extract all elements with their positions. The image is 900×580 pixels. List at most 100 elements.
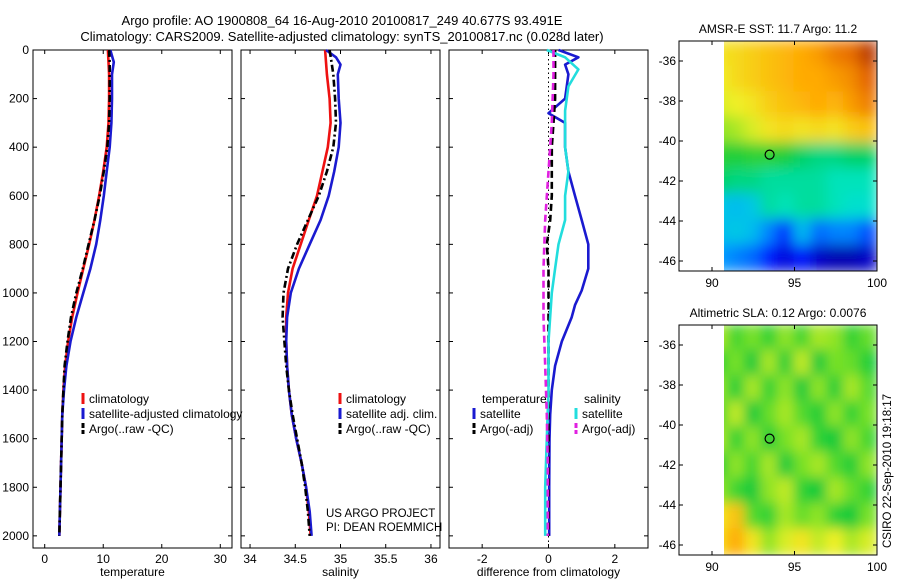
heatmap-cell	[810, 193, 829, 221]
x-axis-label: salinity	[322, 565, 359, 579]
heatmap-cell	[727, 193, 746, 221]
heatmap-cell	[724, 528, 730, 555]
heatmap-cell	[843, 375, 862, 403]
heatmap-cell	[810, 502, 829, 531]
heatmap-cell	[843, 325, 862, 352]
legend-temp-satellite: satellite	[480, 407, 521, 421]
heatmap-cell	[744, 244, 763, 271]
y-tick-label: -44	[659, 498, 677, 512]
x-tick-label: 100	[867, 276, 887, 290]
argo-location-marker	[764, 433, 775, 444]
heatmap-cell	[843, 528, 862, 555]
sst-map-panel: 90 95 100 -36 -38 -40 -42 -44 -46 AMSR-E SST: 11.…	[659, 22, 888, 290]
heatmap-cell	[777, 244, 796, 271]
heatmap-cell	[859, 375, 877, 403]
heatmap-cell	[727, 375, 746, 403]
heatmap-cell	[826, 41, 845, 68]
y-tick-label: 1200	[2, 335, 29, 349]
x-tick-label: 0	[41, 552, 48, 566]
heatmap-cell	[744, 502, 763, 531]
heatmap-cell	[744, 65, 763, 94]
legend-salinity-title: salinity	[584, 392, 621, 406]
heatmap-cell	[810, 426, 829, 454]
x-tick-label: 35	[334, 552, 348, 566]
heatmap-cell	[859, 426, 877, 454]
y-tick-label: 2000	[2, 529, 29, 543]
heatmap-cell	[810, 41, 829, 68]
heatmap-cell	[724, 477, 730, 505]
y-tick-label: -36	[659, 54, 677, 68]
heatmap-cell	[744, 400, 763, 429]
heatmap-cell	[760, 65, 779, 94]
heatmap-cell	[727, 116, 746, 145]
heatmap-cell	[810, 116, 829, 145]
heatmap-cell	[760, 167, 779, 196]
heatmap-cell	[744, 528, 763, 555]
heatmap-cell	[727, 349, 746, 378]
heatmap-cell	[793, 91, 812, 119]
heatmap-cell	[793, 528, 812, 555]
y-tick-label: 400	[9, 140, 29, 154]
y-tick-label: -46	[659, 254, 677, 268]
heatmap-cell	[777, 451, 796, 480]
heatmap-cell	[793, 193, 812, 221]
heatmap-cell	[859, 477, 877, 505]
heatmap-cell	[724, 41, 730, 68]
heatmap-cell	[859, 528, 877, 555]
heatmap-cell	[810, 400, 829, 429]
heatmap-cell	[744, 477, 763, 505]
heatmap-cell	[810, 349, 829, 378]
heatmap-cell	[826, 528, 845, 555]
y-tick-label: 1000	[2, 286, 29, 300]
heatmap-cell	[760, 426, 779, 454]
heatmap-cell	[843, 426, 862, 454]
x-tick-label: 90	[705, 560, 719, 574]
heatmap-field	[724, 41, 877, 271]
heatmap-cell	[843, 244, 862, 271]
heatmap-cell	[777, 193, 796, 221]
heatmap-cell	[843, 41, 862, 68]
heatmap-cell	[724, 349, 730, 378]
series-line-1	[284, 48, 342, 537]
heatmap-cell	[777, 116, 796, 145]
heatmap-cell	[859, 400, 877, 429]
heatmap-cell	[793, 167, 812, 196]
legend-item-1: satellite-adjusted climatology	[89, 407, 242, 421]
y-tick-label: -46	[659, 538, 677, 552]
legend-item-2: Argo(..raw -QC)	[346, 422, 431, 436]
heatmap-cell	[793, 477, 812, 505]
heatmap-cell	[826, 91, 845, 119]
figure-title-line1: Argo profile: AO 1900808_64 16-Aug-2010 …	[122, 13, 563, 28]
heatmap-cell	[744, 349, 763, 378]
heatmap-cell	[777, 528, 796, 555]
series-line-3	[542, 50, 555, 536]
heatmap-cell	[843, 349, 862, 378]
heatmap-cell	[843, 218, 862, 247]
heatmap-cell	[744, 218, 763, 247]
heatmap-cell	[810, 451, 829, 480]
heatmap-cell	[793, 400, 812, 429]
heatmap-cell	[843, 400, 862, 429]
y-tick-label: -38	[659, 378, 677, 392]
x-tick-label: 100	[867, 560, 887, 574]
heatmap-cell	[793, 218, 812, 247]
heatmap-cell	[744, 91, 763, 119]
map-title: AMSR-E SST: 11.7 Argo: 11.2	[699, 22, 858, 36]
heatmap-cell	[843, 167, 862, 196]
pi-label: PI: DEAN ROEMMICH	[326, 522, 442, 534]
heatmap-cell	[760, 41, 779, 68]
heatmap-cell	[727, 426, 746, 454]
heatmap-cell	[727, 218, 746, 247]
heatmap-cell	[793, 116, 812, 145]
y-tick-label: 1400	[2, 383, 29, 397]
x-tick-label: 35.5	[374, 552, 398, 566]
salinity-panel: 34 34.5 35 35.5 36 salinity climatologysatelli…	[240, 48, 441, 579]
heatmap-cell	[724, 193, 730, 221]
series-line-2	[543, 48, 580, 536]
heatmap-cell	[777, 477, 796, 505]
heatmap-cell	[793, 502, 812, 531]
heatmap-cell	[760, 116, 779, 145]
x-tick-label: 0	[545, 552, 552, 566]
heatmap-cell	[826, 477, 845, 505]
heatmap-cell	[724, 142, 730, 170]
